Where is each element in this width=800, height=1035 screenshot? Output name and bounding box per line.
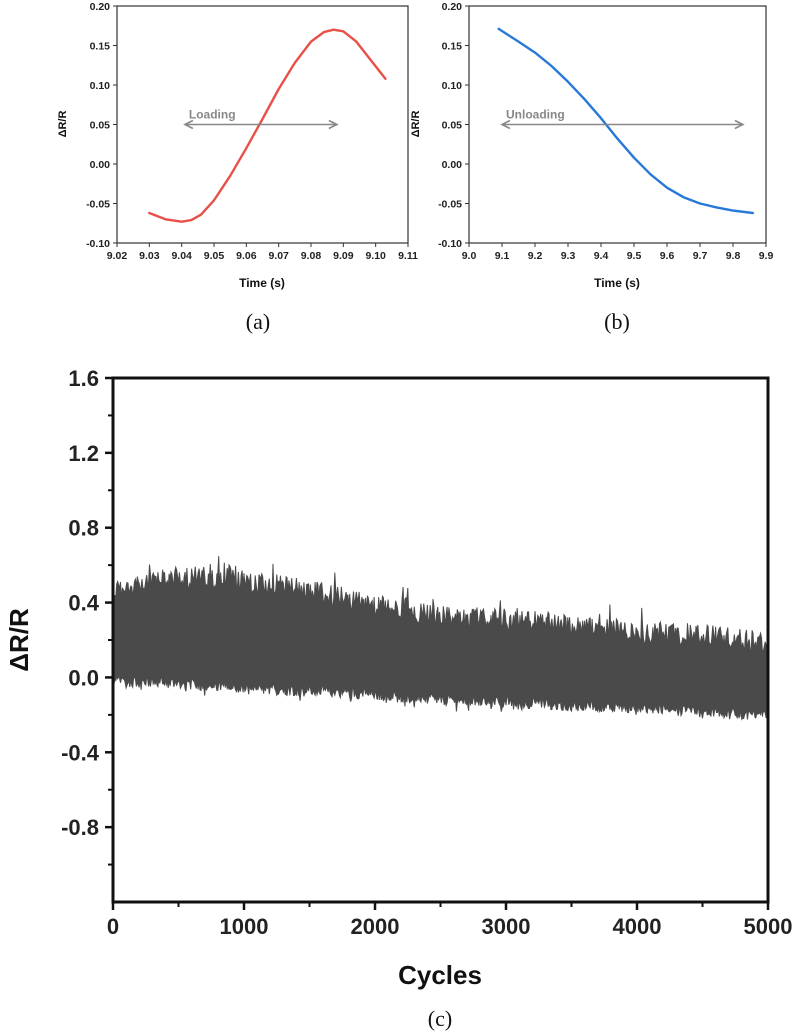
annotation-label-a: Loading — [189, 108, 236, 122]
x-tick-label-a: 9.06 — [236, 250, 257, 262]
x-axis-label-a: Time (s) — [239, 276, 285, 290]
x-tick-label-a: 9.08 — [301, 250, 322, 262]
axis-ticks-a: 9.02 9.03 9.04 9.05 9.06 9.07 9.08 9.09 9.10 9.11… — [86, 1, 418, 262]
x-tick-label-c: 4000 — [613, 914, 662, 939]
x-tick-label-b: 9.7 — [693, 250, 708, 262]
x-tick-label-a: 9.05 — [204, 250, 225, 262]
arrow-head-right-icon — [734, 119, 745, 130]
y-tick-label-c: -0.4 — [61, 740, 100, 765]
x-tick-label-b: 9.5 — [627, 250, 642, 262]
axis-ticks-b: 9.0 9.1 9.2 9.3 9.4 9.5 9.6 9.7 9.8 9.9 -0.10 -0.05… — [438, 1, 773, 262]
x-tick-label-c: 0 — [107, 914, 119, 939]
x-axis-label-b: Time (s) — [594, 276, 640, 290]
chart-panel-b: 9.0 9.1 9.2 9.3 9.4 9.5 9.6 9.7 9.8 9.9 -0.10 -0.05… — [410, 1, 773, 334]
y-axis-label-b: ΔR/R — [410, 111, 422, 138]
y-tick-label-b: 0.20 — [442, 1, 463, 13]
arrow-head-right-icon — [328, 119, 339, 130]
x-tick-label-b: 9.4 — [594, 250, 609, 262]
x-tick-label-a: 9.03 — [139, 250, 160, 262]
x-tick-label-a: 9.10 — [365, 250, 386, 262]
x-tick-label-c: 2000 — [351, 914, 400, 939]
y-tick-label-c: 0.8 — [68, 516, 99, 541]
chart-panel-c: 0 1000 2000 3000 4000 5000 -0.8 -0.4 0.0 0.4 0.8 1.… — [4, 366, 792, 1031]
chart-panel-a: 9.02 9.03 9.04 9.05 9.06 9.07 9.08 9.09 9.10 9.11… — [57, 1, 418, 334]
y-tick-label-c: 1.2 — [68, 441, 99, 466]
x-tick-label-a: 9.04 — [171, 250, 192, 262]
y-axis-label-c: ΔR/R — [4, 608, 34, 672]
y-tick-label-a: 0.20 — [90, 1, 111, 13]
x-tick-label-c: 5000 — [744, 914, 793, 939]
y-tick-label-b: 0.00 — [442, 159, 463, 171]
x-tick-label-b: 9.6 — [660, 250, 675, 262]
x-axis-label-c: Cycles — [398, 960, 482, 990]
y-axis-label-a: ΔR/R — [57, 111, 69, 138]
y-tick-label-c: -0.8 — [61, 815, 99, 840]
data-line-a — [148, 28, 387, 223]
x-tick-label-b: 9.9 — [759, 250, 774, 262]
data-line-b — [497, 27, 754, 215]
y-tick-label-b: -0.10 — [438, 238, 462, 250]
x-tick-label-b: 9.3 — [561, 250, 576, 262]
plot-frame-c — [111, 376, 770, 904]
x-tick-label-b: 9.8 — [726, 250, 741, 262]
y-tick-label-c: 0.4 — [68, 591, 99, 616]
x-tick-label-a: 9.02 — [107, 250, 128, 262]
y-tick-label-b: -0.05 — [438, 199, 462, 211]
x-tick-label-c: 1000 — [220, 914, 269, 939]
data-band-c — [112, 556, 769, 721]
x-tick-label-a: 9.07 — [268, 250, 289, 262]
x-tick-label-b: 9.1 — [495, 250, 510, 262]
y-tick-label-a: 0.00 — [90, 159, 111, 171]
y-tick-label-c: 1.6 — [68, 366, 99, 391]
x-tick-label-b: 9.0 — [462, 250, 477, 262]
annotation-label-b: Unloading — [506, 108, 565, 122]
y-tick-label-a: -0.05 — [86, 199, 110, 211]
y-tick-label-b: 0.10 — [442, 80, 463, 92]
x-tick-label-a: 9.11 — [398, 250, 418, 262]
caption-c: (c) — [428, 1006, 452, 1031]
y-tick-label-a: 0.05 — [90, 120, 111, 132]
y-tick-label-a: 0.10 — [90, 80, 111, 92]
axis-ticks-c: 0 1000 2000 3000 4000 5000 -0.8 -0.4 0.0 0.4 0.8 1.… — [61, 366, 792, 939]
y-tick-label-a: 0.15 — [90, 41, 111, 53]
y-tick-label-a: -0.10 — [86, 238, 110, 250]
x-tick-label-c: 3000 — [482, 914, 531, 939]
x-tick-label-b: 9.2 — [528, 250, 543, 262]
caption-b: (b) — [604, 309, 630, 334]
y-tick-label-c: 0.0 — [68, 665, 99, 690]
arrow-head-left-icon — [183, 119, 194, 130]
arrow-head-left-icon — [500, 119, 511, 130]
caption-a: (a) — [246, 309, 270, 334]
y-tick-label-b: 0.05 — [442, 120, 463, 132]
y-tick-label-b: 0.15 — [442, 41, 463, 53]
x-tick-label-a: 9.09 — [333, 250, 354, 262]
